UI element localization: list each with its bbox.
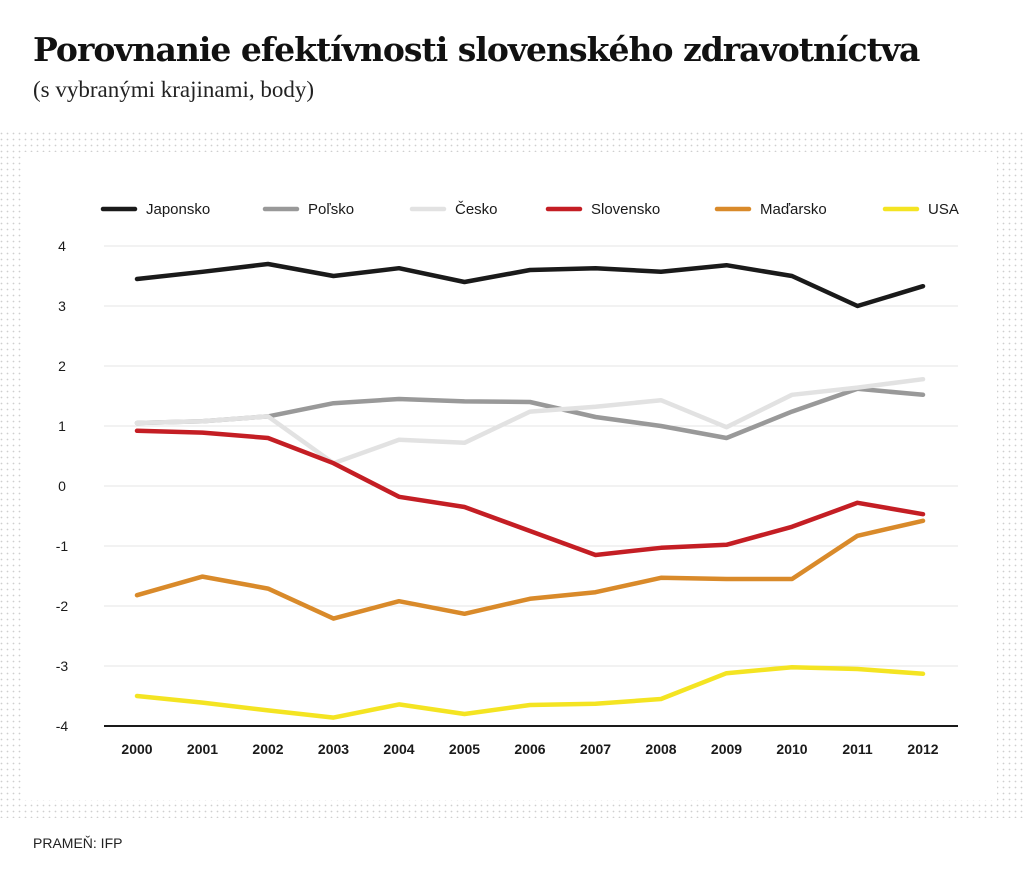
x-tick-labels: 2000 2001 2002 2003 2004 2005 2006 2007 2008 2009… — [121, 741, 938, 757]
x-tick-label: 2001 — [187, 741, 218, 757]
legend-label: Česko — [455, 201, 498, 218]
chart-panel — [22, 152, 997, 800]
series-line-usa — [134, 664, 926, 720]
y-tick-label: -3 — [56, 658, 69, 674]
legend-item: Maďarsko — [714, 201, 827, 218]
chart-subtitle: (s vybranými krajinami, body) — [33, 77, 315, 102]
x-tick-label: 2011 — [842, 741, 873, 757]
x-tick-label: 2005 — [449, 741, 480, 757]
x-tick-label: 2002 — [252, 741, 283, 757]
legend-label: Maďarsko — [760, 201, 827, 218]
y-tick-labels: 4 3 2 1 0 -1 -2 -3 -4 — [56, 238, 69, 734]
legend-item: Poľsko — [262, 201, 354, 218]
legend: Japonsko Poľsko Česko Slovensko Maďarsko USA — [100, 201, 959, 218]
x-tick-label: 2004 — [383, 741, 414, 757]
y-tick-label: 1 — [58, 418, 66, 434]
series-line-maďarsko — [134, 518, 926, 621]
chart-frame: 4 3 2 1 0 -1 -2 -3 -4 2000 2001 2002 2003 2004 2005 20… — [0, 132, 1024, 818]
legend-item: Japonsko — [100, 201, 210, 218]
source-note: PRAMEŇ: IFP — [33, 835, 123, 851]
y-tick-label: 0 — [58, 478, 66, 494]
grid-lines — [104, 245, 958, 727]
series-line-japonsko — [134, 261, 926, 309]
x-tick-label: 2012 — [907, 741, 938, 757]
x-tick-label: 2006 — [514, 741, 545, 757]
series-line-slovensko — [134, 428, 926, 558]
y-tick-label: 4 — [58, 238, 66, 254]
y-tick-label: 2 — [58, 358, 66, 374]
y-tick-label: 3 — [58, 298, 66, 314]
series-line-česko — [134, 376, 926, 466]
series-lines — [134, 261, 926, 720]
x-tick-label: 2009 — [711, 741, 742, 757]
x-tick-label: 2000 — [121, 741, 152, 757]
y-tick-label: -4 — [56, 718, 69, 734]
legend-item: Slovensko — [545, 201, 660, 218]
legend-label: USA — [928, 201, 959, 218]
x-tick-label: 2007 — [580, 741, 611, 757]
legend-label: Poľsko — [308, 201, 354, 218]
legend-label: Slovensko — [591, 201, 660, 218]
legend-item: Česko — [409, 201, 498, 218]
y-tick-label: -1 — [56, 538, 69, 554]
chart-title: Porovnanie efektívnosti slovenského zdra… — [33, 30, 920, 69]
x-tick-label: 2003 — [318, 741, 349, 757]
x-tick-label: 2010 — [776, 741, 807, 757]
legend-item: USA — [882, 201, 959, 218]
x-tick-label: 2008 — [645, 741, 676, 757]
legend-label: Japonsko — [146, 201, 210, 218]
y-tick-label: -2 — [56, 598, 69, 614]
